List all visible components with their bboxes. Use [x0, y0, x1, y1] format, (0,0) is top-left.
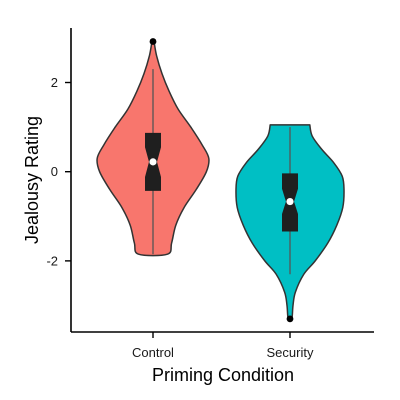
- outlier-point: [286, 315, 294, 323]
- y-axis-title: Jealousy Rating: [22, 116, 42, 244]
- x-axis-title: Priming Condition: [152, 365, 294, 385]
- outlier-point: [149, 38, 157, 45]
- median-point: [286, 197, 294, 206]
- x-tick-label: Control: [132, 345, 174, 360]
- axes-layer: [70, 28, 374, 333]
- violin-security: [235, 124, 345, 323]
- violins-layer: [96, 38, 345, 323]
- violin-control: [96, 38, 210, 257]
- y-tick-label: 2: [51, 75, 58, 90]
- median-point: [149, 158, 157, 166]
- y-tick-label: -2: [46, 253, 58, 268]
- x-ticks: Control Security: [132, 332, 314, 360]
- y-ticks: -2 0 2: [46, 75, 71, 268]
- x-tick-label: Security: [267, 345, 314, 360]
- y-tick-label: 0: [51, 164, 58, 179]
